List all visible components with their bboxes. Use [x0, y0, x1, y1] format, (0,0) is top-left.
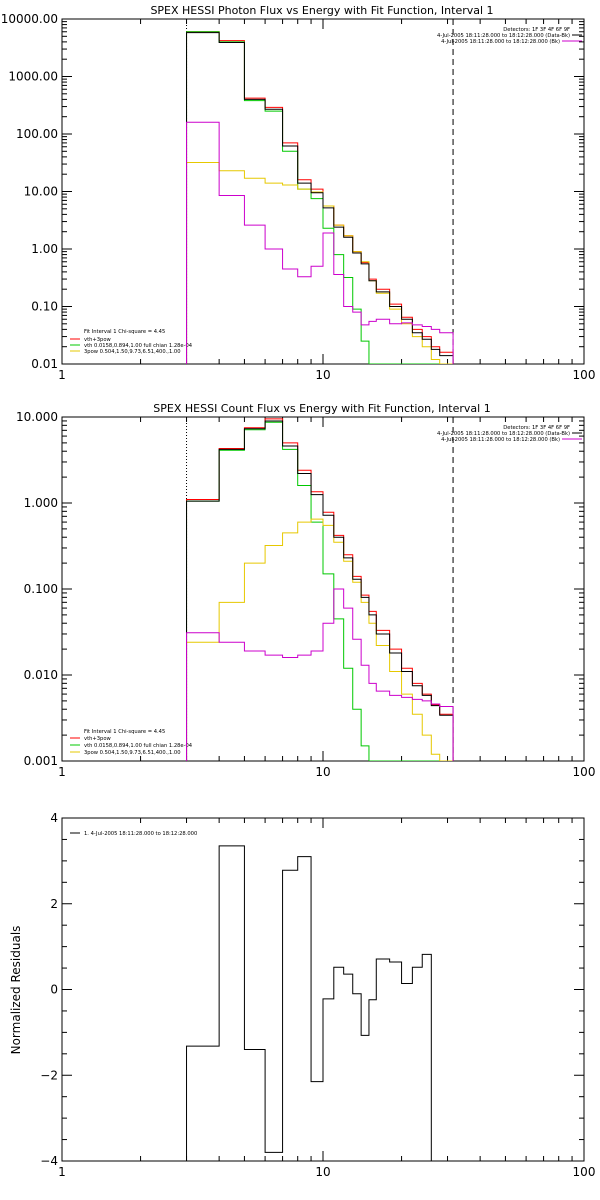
y-tick-label: 100.00	[16, 127, 58, 141]
x-tick-label: 10	[315, 1165, 330, 1179]
legend-vth: vth 0.0158,0.894,1.00 full chian 1.28e-0…	[84, 743, 193, 749]
x-tick-label: 100	[573, 1165, 596, 1179]
y-tick-label: 10000.00	[1, 12, 58, 26]
series-3-histogram	[186, 32, 454, 364]
y-tick-label: 1.00	[31, 242, 58, 256]
x-tick-label: 1	[58, 1165, 66, 1179]
legend-vth: vth 0.0158,0.894,1.00 full chian 1.28e-0…	[84, 343, 193, 349]
header-detectors: Detectors: 1F 3F 4F 6F 9F	[503, 425, 570, 431]
photon-flux-panel: SPEX HESSI Photon Flux vs Energy with Fi…	[1, 4, 596, 382]
header-detectors: Detectors: 1F 3F 4F 6F 9F	[503, 27, 570, 33]
series-0-histogram	[186, 845, 432, 1161]
count-flux-panel: SPEX HESSI Count Flux vs Energy with Fit…	[16, 402, 595, 779]
header-data-interval: 4-Jul-2005 18:11:28.000 to 18:12:28.000 …	[437, 431, 570, 437]
y-tick-label: 0.010	[24, 668, 58, 682]
header-data-interval: 4-Jul-2005 18:11:28.000 to 18:12:28.000 …	[437, 33, 570, 39]
x-tick-label: 100	[573, 765, 596, 779]
series-3-histogram	[186, 420, 454, 761]
legend-residuals: 1. 4-Jul-2005 18:11:28.000 to 18:12:28.0…	[84, 831, 197, 837]
series-2-histogram	[186, 518, 454, 761]
y-axis-label: Normalized Residuals	[9, 926, 23, 1055]
plot-frame	[61, 817, 585, 1162]
series-1-histogram	[186, 31, 454, 364]
fit-info: Fit Interval 1 Chi-square = 4.45	[84, 729, 165, 735]
y-tick-label: 1.000	[24, 496, 58, 510]
legend-total: vth+3pow	[84, 337, 112, 343]
chart-title: SPEX HESSI Photon Flux vs Energy with Fi…	[150, 4, 493, 17]
fit-info: Fit Interval 1 Chi-square = 4.45	[84, 329, 165, 335]
y-tick-label: −4	[40, 1154, 58, 1168]
header-bk-interval: 4-Jul-2005 18:11:28.000 to 18:12:28.000 …	[441, 39, 560, 45]
y-tick-label: 0.10	[31, 300, 58, 314]
y-tick-label: 0.001	[24, 754, 58, 768]
y-tick-label: 10.000	[16, 410, 58, 424]
y-tick-label: 10.00	[24, 185, 58, 199]
series-4-histogram	[186, 121, 454, 364]
y-tick-label: 0.100	[24, 582, 58, 596]
y-tick-label: 0	[50, 983, 58, 997]
x-tick-label: 1	[58, 368, 66, 382]
legend-total: vth+3pow	[84, 736, 112, 742]
y-tick-label: −2	[40, 1068, 58, 1082]
header-bk-interval: 4-Jul-2005 18:11:28.000 to 18:12:28.000 …	[441, 437, 560, 443]
x-tick-label: 10	[315, 765, 330, 779]
chart-title: SPEX HESSI Count Flux vs Energy with Fit…	[153, 402, 490, 415]
series-4-histogram	[186, 588, 454, 761]
series-0-histogram	[186, 418, 454, 761]
y-tick-label: 1000.00	[8, 70, 58, 84]
y-tick-label: 0.01	[31, 357, 58, 371]
y-tick-label: 4	[50, 811, 58, 825]
series-0-histogram	[186, 31, 454, 364]
x-tick-label: 100	[573, 368, 596, 382]
legend-3pow: 3pow 0.504,1.50,9.73,6.51,400.,1.00	[84, 750, 181, 756]
x-tick-label: 1	[58, 765, 66, 779]
residuals-panel: Normalized Residuals 1. 4-Jul-2005 18:11…	[9, 811, 595, 1179]
y-tick-label: 2	[50, 897, 58, 911]
plot-frame	[61, 416, 585, 762]
legend-3pow: 3pow 0.504,1.50,9.73,6.51,400.,1.00	[84, 349, 181, 355]
series-1-histogram	[186, 421, 454, 761]
series-2-histogram	[186, 161, 454, 364]
x-tick-label: 10	[315, 368, 330, 382]
